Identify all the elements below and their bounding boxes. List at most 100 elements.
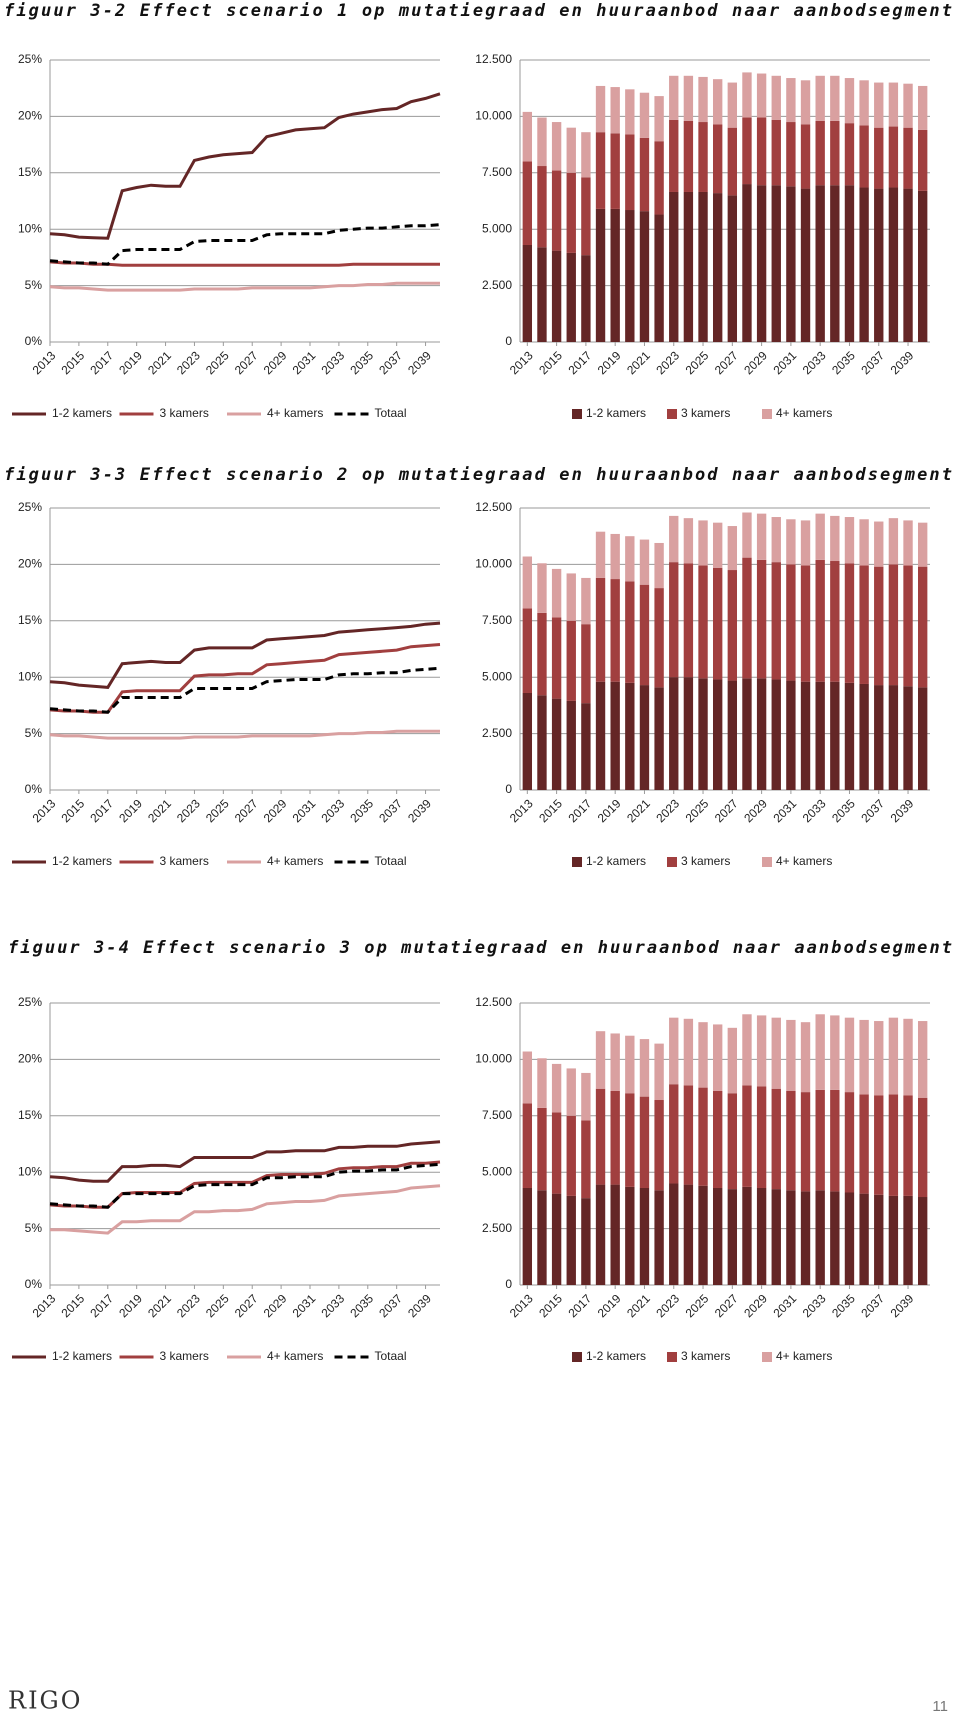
bar-segment [771, 75, 781, 120]
bar-segment [639, 584, 650, 686]
x-tick-label: 2021 [145, 796, 174, 825]
bar-segment [874, 566, 884, 686]
bar-segment [712, 1024, 723, 1091]
bar-segment [874, 685, 884, 790]
x-tick-label: 2035 [829, 796, 858, 825]
bar-segment [917, 190, 928, 342]
bar-segment [581, 624, 591, 704]
bar-segment [830, 681, 840, 790]
x-tick-label: 2025 [683, 796, 712, 825]
bar-segment [595, 85, 606, 133]
x-tick-label: 2039 [888, 796, 917, 825]
bar-segment [727, 570, 738, 681]
bar-segment [888, 1094, 899, 1196]
bar-segment [815, 185, 825, 342]
bar-segment [654, 542, 664, 589]
x-tick-label: 2031 [290, 348, 319, 377]
bar-segment [595, 577, 606, 682]
x-tick-label: 2031 [770, 1291, 799, 1320]
bar-segment [712, 679, 723, 790]
legend-label: 4+ kamers [776, 1349, 832, 1363]
bar-segment [639, 137, 650, 212]
y-tick-label: 20% [18, 557, 42, 571]
legend-label: 1-2 kamers [586, 854, 646, 868]
x-tick-label: 2035 [829, 348, 858, 377]
y-tick-label: 12.500 [475, 500, 512, 514]
figure-caption: figuur 3-3 Effect scenario 2 op mutatieg… [4, 465, 952, 485]
x-tick-label: 2033 [318, 1291, 347, 1320]
bar-segment [874, 127, 884, 189]
bar-segment [654, 687, 664, 790]
bar-segment [800, 1022, 811, 1093]
bar-segment [669, 1084, 679, 1184]
bar-segment [874, 1194, 884, 1285]
bar-segment [815, 75, 825, 121]
bar-segment [830, 1191, 840, 1285]
bar-segment [771, 1017, 781, 1089]
legend-swatch [762, 409, 772, 419]
x-tick-label: 2013 [30, 348, 59, 377]
bar-segment [917, 522, 928, 567]
bar-segment [786, 122, 796, 187]
x-tick-label: 2025 [203, 348, 232, 377]
x-tick-label: 2019 [595, 1291, 624, 1320]
y-tick-label: 10.000 [475, 109, 512, 123]
y-tick-label: 10.000 [475, 557, 512, 571]
x-tick-label: 2039 [405, 796, 434, 825]
y-tick-label: 0% [25, 334, 43, 348]
x-tick-label: 2017 [87, 796, 116, 825]
bar-segment [639, 1039, 650, 1097]
bar-segment [537, 166, 547, 248]
bar-segment [625, 1186, 635, 1285]
bar-segment [859, 1019, 869, 1095]
legend-label: 1-2 kamers [52, 1349, 112, 1363]
bar-segment [727, 1027, 738, 1094]
bar-segment [844, 78, 855, 124]
bar-segment [683, 563, 694, 678]
bar-segment [844, 563, 855, 683]
x-tick-label: 2027 [232, 1291, 261, 1320]
x-tick-label: 2015 [536, 1291, 565, 1320]
legend-swatch [762, 1352, 772, 1362]
x-tick-label: 2033 [318, 796, 347, 825]
bar-segment [669, 75, 679, 120]
bar-segment [683, 1018, 694, 1086]
bar-segment [786, 564, 796, 681]
legend-swatch [572, 409, 582, 419]
x-tick-label: 2019 [595, 796, 624, 825]
x-tick-label: 2015 [536, 796, 565, 825]
line-series [49, 643, 441, 714]
bar-segment [800, 1092, 811, 1192]
x-tick-label: 2025 [683, 1291, 712, 1320]
x-tick-label: 2027 [712, 348, 741, 377]
x-tick-label: 2035 [829, 1291, 858, 1320]
bar-segment [874, 521, 884, 567]
bar-segment [712, 193, 723, 342]
y-tick-label: 5.000 [482, 669, 512, 683]
bar-segment [610, 579, 620, 682]
bar-segment [522, 111, 533, 162]
bar-segment [800, 124, 811, 189]
legend-label: 3 kamers [681, 854, 730, 868]
bar-segment [698, 191, 708, 342]
bar-segment [756, 1086, 767, 1188]
bar-segment [669, 1017, 679, 1085]
bar-segment [595, 681, 606, 790]
bar-segment [683, 1085, 694, 1185]
legend-label: 4+ kamers [267, 1349, 323, 1363]
x-tick-label: 2017 [565, 348, 594, 377]
legend-label: 4+ kamers [267, 854, 323, 868]
x-tick-label: 2037 [376, 796, 405, 825]
bar-segment [742, 1085, 752, 1187]
bar-segment [595, 1088, 606, 1185]
legend-label: Totaal [375, 406, 407, 420]
bar-segment [537, 1190, 547, 1285]
bar-segment [639, 211, 650, 342]
x-tick-label: 2035 [347, 348, 376, 377]
bar-segment [610, 208, 620, 342]
x-tick-label: 2019 [595, 348, 624, 377]
x-tick-label: 2029 [261, 1291, 290, 1320]
bar-segment [522, 1187, 533, 1285]
bar-segment [683, 518, 694, 564]
legend-swatch [572, 857, 582, 867]
